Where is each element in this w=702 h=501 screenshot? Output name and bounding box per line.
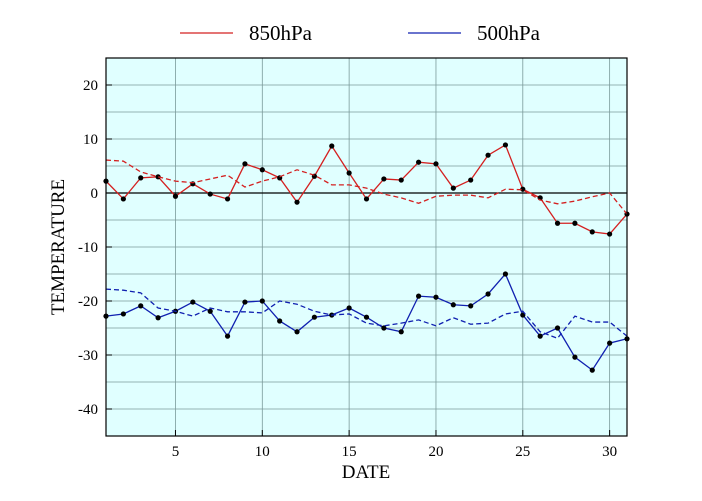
- data-point: [485, 291, 491, 297]
- data-point: [416, 293, 422, 299]
- data-point: [224, 333, 231, 339]
- data-point: [277, 318, 283, 324]
- data-point: [398, 177, 404, 183]
- data-point: [120, 311, 126, 317]
- data-point: [242, 161, 248, 167]
- data-point: [138, 175, 144, 181]
- data-point: [242, 299, 248, 305]
- data-point: [572, 354, 578, 360]
- data-point: [155, 174, 161, 180]
- data-point: [346, 170, 352, 176]
- data-point: [259, 298, 265, 304]
- data-point: [468, 303, 474, 309]
- data-point: [190, 299, 196, 305]
- data-point: [537, 333, 543, 339]
- data-point: [572, 220, 578, 226]
- data-point: [363, 314, 370, 320]
- x-tick-label: 30: [602, 444, 617, 460]
- data-point: [224, 196, 231, 202]
- x-axis-label: DATE: [342, 462, 391, 483]
- data-point: [485, 152, 491, 158]
- data-point: [589, 367, 595, 373]
- data-point: [155, 315, 161, 321]
- data-point: [450, 185, 456, 191]
- data-point: [607, 231, 613, 237]
- plot-frame: [105, 57, 628, 437]
- data-point: [502, 271, 509, 277]
- data-point: [138, 303, 144, 309]
- x-tick-label: 5: [172, 444, 180, 460]
- y-tick-label: -40: [78, 402, 98, 418]
- y-tick-label: 20: [83, 78, 98, 94]
- x-tick-label: 25: [515, 444, 530, 460]
- data-point: [363, 196, 370, 202]
- data-point: [259, 167, 265, 173]
- data-point: [554, 220, 561, 226]
- data-point: [329, 143, 335, 149]
- data-point: [294, 199, 300, 205]
- x-tick-label: 15: [342, 444, 357, 460]
- data-point: [468, 177, 474, 183]
- y-tick-label: -20: [78, 294, 98, 310]
- legend-label: 500hPa: [477, 21, 541, 45]
- y-tick-label: -10: [78, 240, 98, 256]
- series-line: [105, 288, 628, 340]
- series-line: [105, 159, 628, 215]
- data-point: [346, 305, 352, 311]
- data-point: [450, 302, 456, 308]
- data-point: [433, 294, 439, 300]
- data-point: [398, 329, 404, 335]
- x-tick-label: 20: [428, 444, 443, 460]
- data-point: [589, 229, 595, 235]
- data-point: [207, 308, 213, 314]
- data-point: [381, 176, 387, 182]
- data-point: [311, 314, 317, 320]
- data-point: [520, 186, 526, 192]
- data-point: [381, 325, 387, 331]
- data-point: [416, 159, 422, 165]
- data-point: [172, 193, 179, 199]
- y-tick-label: -30: [78, 348, 98, 364]
- y-axis-label: TEMPERATURE: [48, 179, 69, 315]
- data-point: [433, 161, 439, 167]
- x-tick-label: 10: [255, 444, 270, 460]
- data-point: [294, 329, 300, 335]
- data-point: [607, 340, 613, 346]
- data-point: [120, 196, 126, 202]
- legend-label: 850hPa: [249, 21, 313, 45]
- data-point: [502, 142, 509, 148]
- data-point: [554, 325, 561, 331]
- y-tick-label: 0: [91, 186, 99, 202]
- data-point: [207, 191, 213, 197]
- y-tick-label: 10: [83, 132, 98, 148]
